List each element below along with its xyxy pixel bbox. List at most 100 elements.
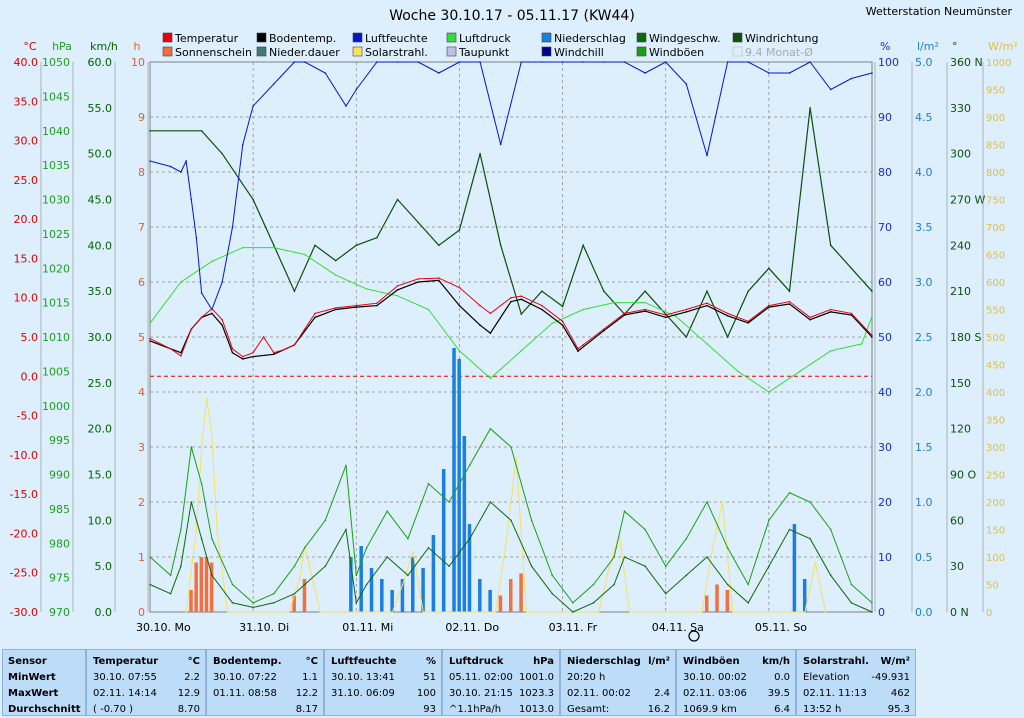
wind-speed-line-point <box>530 565 533 567</box>
gusts-line-point <box>355 574 358 577</box>
humidity-line-point <box>829 88 832 91</box>
legend-swatch <box>352 46 363 57</box>
summary-cell-label: 13:52 h <box>803 704 842 715</box>
axis-tick-label: 55.0 <box>88 102 113 115</box>
ground-temp-line-point <box>231 351 234 354</box>
pressure-line-point <box>520 349 523 352</box>
temperature-line-point <box>272 351 275 354</box>
x-tick-label: 02.11. Do <box>445 621 499 634</box>
legend-swatch <box>256 32 267 43</box>
gusts-line-point <box>747 583 750 586</box>
humidity-line-point <box>726 61 729 63</box>
axis-unit: km/h <box>90 40 118 53</box>
wind-direction-line-point <box>200 129 203 132</box>
axis-tick-label: 0.5 <box>915 551 933 564</box>
summary-col-title: Luftdruck <box>449 656 504 667</box>
temperature-line-point <box>169 347 172 350</box>
wind-speed-line-point <box>190 501 193 503</box>
ground-temp-line-point <box>520 298 523 301</box>
ground-temp-line-point <box>644 310 646 312</box>
row-label-min: MinWert <box>8 672 56 683</box>
pressure-line-point <box>149 322 151 325</box>
axis-tick-label: 4 <box>138 386 145 399</box>
wind-direction-line-point <box>603 290 605 292</box>
gusts-line <box>149 427 873 604</box>
ground-temp-line-point <box>180 351 182 354</box>
wind-speed-line-point <box>169 592 172 595</box>
precipitation-bar <box>359 546 363 612</box>
summary-column: Bodentemp. °C 30.10. 07:22 1.1 01.11. 08:58 1… <box>206 649 324 716</box>
axis-tick-label: 20.0 <box>14 213 39 226</box>
wind-direction-line-point <box>788 290 791 292</box>
ground-temp-line-point <box>489 332 492 334</box>
sunshine-bar <box>725 590 730 612</box>
wind-direction-line-point <box>149 129 151 132</box>
summary-column: Windböen km/h 30.10. 00:02 0.0 02.11. 03:06 3… <box>676 649 796 716</box>
wind-speed-line-point <box>200 537 203 540</box>
wind-speed-line-point <box>252 606 254 609</box>
solar-line-point <box>298 578 301 580</box>
axis-tick-label: -15.0 <box>10 488 38 501</box>
axis-tick-label: 980 <box>49 537 70 550</box>
wind-direction-line-point <box>221 152 223 155</box>
pressure-line-point <box>180 281 182 283</box>
axis-tick-label: 1020 <box>42 262 70 275</box>
wind-speed-line-point <box>664 592 667 595</box>
humidity-line-point <box>788 72 791 74</box>
axis-tick-label: 250 <box>986 471 1005 482</box>
axis-tick-label: 80 <box>878 166 892 179</box>
ground-temp-line-point <box>685 311 688 313</box>
axis-tick-label: 1050 <box>42 56 70 69</box>
gusts-line-point <box>386 510 389 512</box>
ground-temp-line-point <box>726 314 729 317</box>
temperature-line-point <box>355 304 358 307</box>
axis-unit: hPa <box>52 40 72 53</box>
axis-tick-label: 985 <box>49 503 70 516</box>
solar-line-points <box>185 396 827 613</box>
axis-tick-label: 10.0 <box>88 514 113 527</box>
axis-tick-label: 30 <box>950 560 964 573</box>
temperature-line-point <box>479 304 481 307</box>
wind-direction-line-point <box>417 221 419 224</box>
precipitation-bar <box>441 469 446 612</box>
gusts-line-point <box>706 501 708 503</box>
sunshine-bar <box>509 579 513 612</box>
axis-tick-label: 1010 <box>42 331 70 344</box>
x-tick-label: 03.11. Fr <box>549 621 598 634</box>
temperature-line-points <box>149 277 873 358</box>
ground-temp-line-point <box>396 289 399 291</box>
humidity-line-point <box>195 237 198 239</box>
wind-direction-line-point <box>314 244 316 247</box>
pressure-line-point <box>737 370 739 373</box>
axis-tick-label: 7 <box>138 221 145 234</box>
wind-speed-line-point <box>592 602 595 604</box>
legend-label: Bodentemp. <box>269 32 336 45</box>
axis-tick-label: 5.0 <box>95 560 113 573</box>
wind-speed-line-point <box>365 583 368 586</box>
solar-line-point <box>211 435 213 437</box>
wind-direction-line-point <box>479 152 481 155</box>
temperature-line-point <box>376 302 378 305</box>
pressure-line-point <box>644 301 646 304</box>
legend-swatch <box>636 32 647 43</box>
axis-tick-label: 1040 <box>42 125 70 138</box>
axis-tick-label: 2.0 <box>915 386 933 399</box>
legend-label: 9.4 Monat-Ø <box>745 46 813 59</box>
temperature-line-point <box>577 347 579 350</box>
station-name: Wetterstation Neumünster <box>866 5 1013 18</box>
sunshine-bar <box>519 573 523 612</box>
legend-swatch <box>446 46 457 57</box>
axis-tick-label: 1.0 <box>915 496 933 509</box>
gusts-line-point <box>448 501 450 503</box>
axis-tick-label: 60 <box>878 276 892 289</box>
pressure-line-point <box>613 301 615 304</box>
legend-label: Temperatur <box>174 32 239 45</box>
precipitation-bar <box>802 579 807 612</box>
wind-direction-line-point <box>747 290 750 292</box>
legend-swatch <box>541 32 552 43</box>
humidity-line-point <box>190 198 193 201</box>
humidity-line-point <box>396 61 399 63</box>
temperature-line-point <box>314 312 316 315</box>
humidity-line-point <box>479 61 481 63</box>
pressure-line-point <box>211 260 213 263</box>
